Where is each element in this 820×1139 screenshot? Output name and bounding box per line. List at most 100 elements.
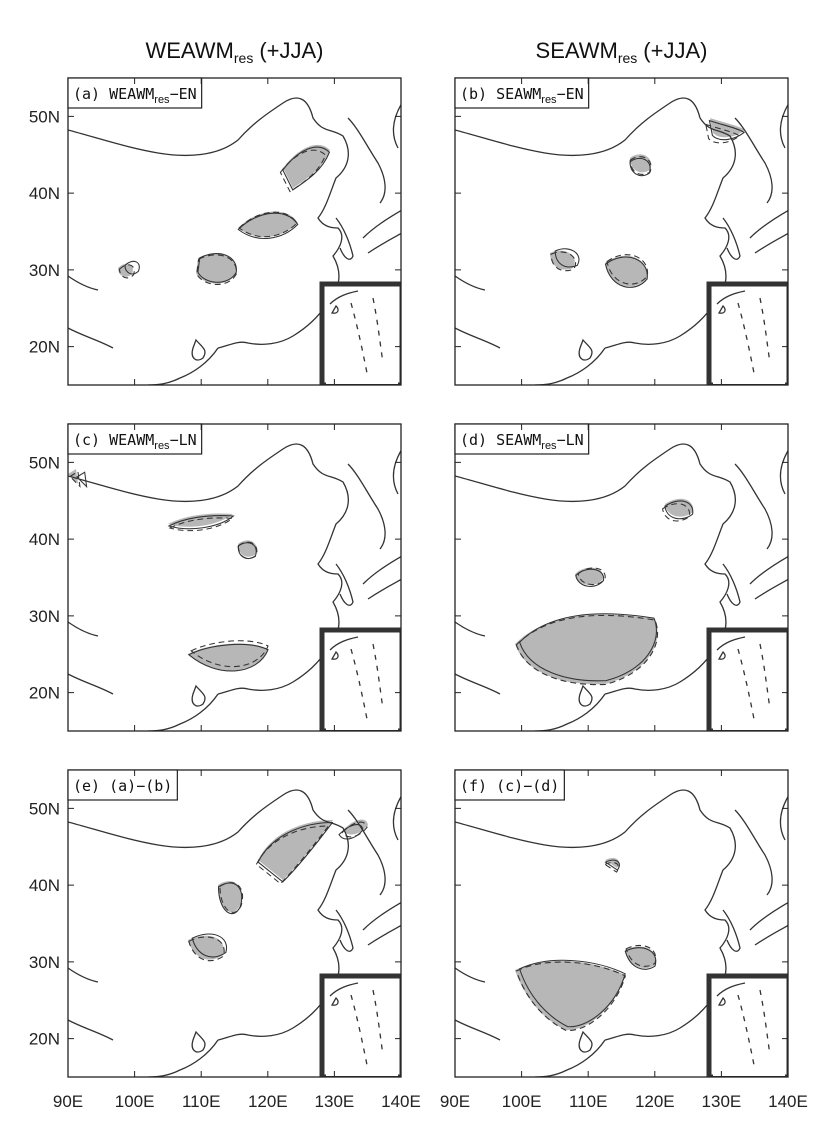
column-title: SEAWMres (+JJA) [536, 38, 708, 66]
contour [664, 500, 694, 520]
label-main: (e) (a)−(b) [73, 777, 172, 795]
contour [518, 959, 626, 1028]
contour [167, 515, 235, 530]
shading [168, 513, 233, 527]
label-main: (a) WEAWM [73, 85, 154, 103]
panel-label: (f) (c)−(d) [460, 777, 559, 795]
frame [454, 769, 789, 1078]
contour [708, 119, 745, 141]
panel-label: (c) WEAWMres−LN [73, 431, 197, 452]
map-content [68, 443, 402, 731]
contour [629, 157, 651, 177]
frame [67, 423, 402, 732]
map-panel: (b) SEAWMres−EN [454, 77, 789, 386]
contour [191, 933, 228, 958]
lat-label: 20N [29, 1030, 60, 1049]
label-main: (f) (c)−(d) [460, 777, 559, 795]
contour [624, 947, 657, 970]
contour [76, 471, 88, 489]
panel-label: (d) SEAWMres−LN [460, 431, 584, 452]
label-box [454, 769, 565, 801]
lat-label: 50N [29, 107, 60, 126]
inset-box [709, 284, 789, 385]
label-box [67, 769, 178, 801]
label-sub: res [541, 440, 557, 452]
inset-box [322, 630, 402, 731]
contour [187, 643, 269, 672]
lat-label: 30N [29, 607, 60, 626]
contour [279, 149, 327, 193]
label-sub: res [154, 440, 170, 452]
contour [550, 251, 576, 272]
panel-label: (e) (a)−(b) [73, 777, 172, 795]
shading [550, 250, 575, 270]
contour [662, 503, 691, 522]
title-sub: res [618, 50, 637, 66]
lon-label: 120E [248, 1092, 288, 1111]
column-title: WEAWMres (+JJA) [145, 38, 323, 66]
panel-label: (b) SEAWMres−EN [460, 85, 584, 106]
contour [515, 961, 626, 1031]
lat-label: 30N [29, 953, 60, 972]
contour [237, 542, 257, 559]
lat-label: 40N [29, 530, 60, 549]
title-suffix: (+JJA) [259, 38, 323, 63]
map-panel: (f) (c)−(d) 90E 100E 110E 120E 130E 140E [440, 769, 808, 1111]
lat-label: 50N [29, 799, 60, 818]
map-content [68, 97, 401, 385]
shading [283, 144, 330, 188]
contour [197, 253, 237, 283]
label-box [454, 77, 590, 109]
contour [257, 821, 334, 883]
contour [255, 825, 330, 885]
lon-label: 110E [569, 1092, 607, 1111]
inset-box [709, 630, 789, 731]
lon-label: 90E [53, 1092, 83, 1111]
shading [665, 498, 694, 517]
contour [515, 614, 659, 686]
lon-label: 100E [502, 1092, 542, 1111]
panel-label: (a) WEAWMres−EN [73, 85, 197, 106]
contour [554, 248, 580, 268]
shading [188, 935, 224, 960]
contour [575, 568, 605, 587]
label-sub: res [541, 94, 557, 106]
label-main: (b) SEAWM [460, 85, 541, 103]
lat-label: 50N [29, 453, 60, 472]
label-suffix: −EN [557, 85, 584, 103]
contour [625, 944, 657, 967]
lon-label: 130E [315, 1092, 355, 1111]
lon-label: 100E [115, 1092, 155, 1111]
label-suffix: −EN [170, 85, 197, 103]
label-main: (d) SEAWM [460, 431, 541, 449]
map-panel: (d) SEAWMres−LN [454, 423, 789, 732]
lon-label: 130E [702, 1092, 742, 1111]
lat-label: 40N [29, 876, 60, 895]
title-suffix: (+JJA) [643, 38, 707, 63]
shading [625, 946, 656, 969]
shading [258, 820, 333, 880]
contour [124, 260, 140, 275]
label-suffix: −LN [170, 431, 197, 449]
lon-label: 140E [768, 1092, 808, 1111]
contour [168, 517, 234, 532]
lon-label: 90E [440, 1092, 470, 1111]
title-sub: res [234, 50, 253, 66]
shading [196, 253, 237, 284]
inset-box [709, 976, 789, 1077]
shading [68, 469, 78, 484]
map-panel: (e) (a)−(b) 50N 40N 30N 20N 90E 100E 110E 120E 13… [29, 769, 421, 1111]
shading [515, 960, 625, 1031]
lat-label: 30N [29, 261, 60, 280]
frame [67, 77, 402, 386]
contour [518, 613, 657, 682]
shading [605, 255, 648, 287]
label-suffix: −LN [557, 431, 584, 449]
lon-label: 140E [381, 1092, 421, 1111]
contour [190, 640, 269, 668]
lon-label: 120E [635, 1092, 675, 1111]
shading [218, 881, 242, 913]
shading [515, 614, 658, 685]
contour [118, 264, 135, 279]
